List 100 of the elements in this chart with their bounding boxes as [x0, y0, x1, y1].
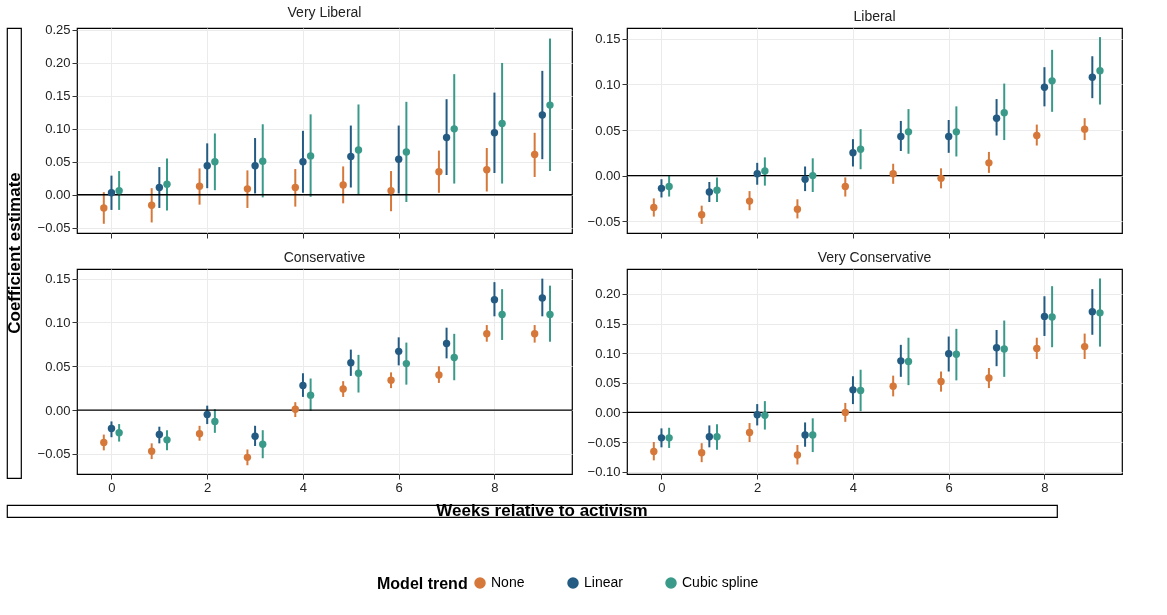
- point: [665, 182, 673, 191]
- y-tick-label: 0.05: [45, 358, 71, 374]
- point: [801, 175, 809, 183]
- point: [841, 408, 850, 417]
- point: [809, 431, 817, 439]
- point: [992, 344, 1001, 352]
- point: [937, 174, 945, 183]
- point: [203, 162, 211, 170]
- point: [992, 114, 1001, 122]
- y-tick-label: 0.20: [595, 286, 621, 302]
- point: [761, 411, 769, 420]
- y-tick-label: 0.10: [45, 314, 71, 330]
- y-tick-label: 0.10: [595, 345, 621, 361]
- y-tick-label: 0.15: [595, 31, 621, 47]
- point: [705, 188, 714, 196]
- chart-title: Liberal: [853, 8, 896, 24]
- y-tick-label: −0.10: [587, 464, 621, 480]
- point: [1096, 309, 1104, 317]
- point: [251, 162, 259, 170]
- point: [211, 417, 219, 426]
- point: [849, 149, 857, 157]
- point: [291, 183, 300, 192]
- point: [203, 410, 211, 419]
- legend-label: Linear: [584, 574, 624, 590]
- point: [745, 428, 754, 437]
- point: [538, 111, 547, 119]
- y-tick-label: −0.05: [587, 213, 621, 229]
- point: [546, 310, 554, 319]
- x-tick-label: 4: [849, 479, 858, 495]
- point: [483, 166, 491, 174]
- point: [1040, 83, 1049, 91]
- point: [650, 447, 658, 456]
- y-tick-label: 0.25: [45, 22, 71, 38]
- point: [713, 186, 721, 194]
- point: [650, 203, 658, 212]
- point: [937, 377, 945, 386]
- point: [944, 350, 953, 358]
- point: [530, 330, 539, 338]
- point: [753, 170, 761, 178]
- point: [306, 152, 315, 160]
- point: [339, 385, 347, 393]
- point: [985, 374, 993, 382]
- point: [483, 330, 491, 338]
- point: [291, 405, 300, 413]
- point: [243, 453, 252, 462]
- point: [1048, 77, 1056, 85]
- point: [546, 101, 554, 109]
- y-tick-label: 0.10: [595, 76, 621, 92]
- y-tick-label: 0.15: [45, 88, 71, 104]
- point: [1080, 125, 1089, 133]
- point: [904, 128, 913, 136]
- point: [354, 146, 363, 154]
- point: [657, 434, 666, 442]
- point: [107, 424, 116, 433]
- point: [657, 184, 666, 193]
- point: [339, 181, 347, 189]
- point: [402, 148, 411, 156]
- point: [163, 436, 171, 444]
- point: [705, 432, 714, 441]
- x-tick-label: 4: [299, 479, 308, 495]
- point: [490, 295, 499, 304]
- point: [1040, 312, 1049, 321]
- point: [1088, 307, 1097, 316]
- point: [793, 205, 802, 214]
- point: [251, 432, 259, 441]
- point: [745, 197, 754, 205]
- point: [697, 448, 706, 457]
- point: [498, 119, 506, 128]
- point: [1033, 344, 1041, 353]
- point: [753, 411, 761, 419]
- y-tick-label: −0.05: [587, 434, 621, 450]
- point: [889, 382, 897, 391]
- y-tick-label: 0.05: [45, 154, 71, 170]
- point: [1080, 342, 1089, 351]
- point: [856, 145, 865, 153]
- point: [985, 159, 993, 167]
- point: [889, 170, 897, 178]
- point: [147, 201, 156, 210]
- point: [665, 434, 673, 442]
- point: [897, 132, 905, 141]
- y-axis-title: Coefficient estimate: [5, 172, 24, 334]
- point: [1096, 67, 1104, 75]
- point: [259, 157, 267, 165]
- point: [904, 357, 913, 366]
- point: [347, 152, 355, 161]
- point: [107, 189, 116, 197]
- point: [801, 431, 809, 439]
- point: [1000, 345, 1008, 353]
- point: [952, 350, 961, 359]
- point: [299, 381, 307, 390]
- point: [450, 353, 458, 362]
- point: [856, 386, 865, 395]
- point: [394, 155, 403, 163]
- point: [761, 167, 769, 175]
- y-tick-label: 0.10: [45, 121, 71, 137]
- point: [498, 310, 506, 319]
- point: [952, 128, 961, 136]
- point: [530, 150, 539, 159]
- legend-label: None: [491, 574, 525, 590]
- point: [155, 430, 164, 439]
